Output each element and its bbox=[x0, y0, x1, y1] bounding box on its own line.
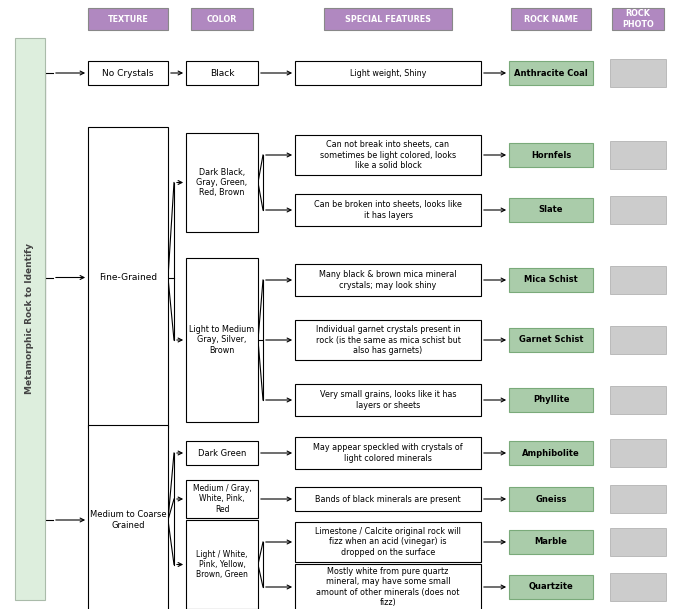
FancyBboxPatch shape bbox=[610, 266, 666, 294]
FancyBboxPatch shape bbox=[295, 384, 481, 416]
FancyBboxPatch shape bbox=[509, 575, 593, 599]
Text: Light weight, Shiny: Light weight, Shiny bbox=[350, 68, 426, 77]
FancyBboxPatch shape bbox=[295, 135, 481, 175]
FancyBboxPatch shape bbox=[186, 61, 258, 85]
FancyBboxPatch shape bbox=[509, 268, 593, 292]
Text: Quartzite: Quartzite bbox=[528, 582, 573, 591]
FancyBboxPatch shape bbox=[610, 386, 666, 414]
FancyBboxPatch shape bbox=[186, 441, 258, 465]
FancyBboxPatch shape bbox=[88, 61, 168, 85]
FancyBboxPatch shape bbox=[610, 439, 666, 467]
FancyBboxPatch shape bbox=[295, 320, 481, 360]
Text: Very small grains, looks like it has
layers or sheets: Very small grains, looks like it has lay… bbox=[320, 390, 456, 410]
Text: Can not break into sheets, can
sometimes be light colored, looks
like a solid bl: Can not break into sheets, can sometimes… bbox=[320, 140, 456, 170]
Text: Mica Schist: Mica Schist bbox=[524, 275, 578, 284]
FancyBboxPatch shape bbox=[509, 198, 593, 222]
FancyBboxPatch shape bbox=[191, 8, 253, 30]
Text: Anthracite Coal: Anthracite Coal bbox=[514, 68, 588, 77]
FancyBboxPatch shape bbox=[295, 522, 481, 562]
Text: Light to Medium
Gray, Silver,
Brown: Light to Medium Gray, Silver, Brown bbox=[189, 325, 254, 355]
Text: Mostly white from pure quartz
mineral, may have some small
amount of other miner: Mostly white from pure quartz mineral, m… bbox=[316, 567, 460, 607]
FancyBboxPatch shape bbox=[509, 388, 593, 412]
FancyBboxPatch shape bbox=[88, 425, 168, 609]
FancyBboxPatch shape bbox=[15, 38, 45, 600]
FancyBboxPatch shape bbox=[610, 59, 666, 87]
FancyBboxPatch shape bbox=[610, 141, 666, 169]
FancyBboxPatch shape bbox=[509, 328, 593, 352]
Text: TEXTURE: TEXTURE bbox=[107, 15, 148, 24]
Text: Black: Black bbox=[209, 68, 234, 77]
Text: Limestone / Calcite original rock will
fizz when an acid (vinegar) is
dropped on: Limestone / Calcite original rock will f… bbox=[315, 527, 461, 557]
Text: Fine-Grained: Fine-Grained bbox=[99, 273, 157, 282]
Text: ROCK
PHOTO: ROCK PHOTO bbox=[622, 9, 654, 29]
Text: Hornfels: Hornfels bbox=[531, 150, 571, 160]
FancyBboxPatch shape bbox=[610, 573, 666, 601]
FancyBboxPatch shape bbox=[509, 441, 593, 465]
FancyBboxPatch shape bbox=[610, 485, 666, 513]
Text: Garnet Schist: Garnet Schist bbox=[519, 336, 583, 345]
Text: SPECIAL FEATURES: SPECIAL FEATURES bbox=[345, 15, 431, 24]
FancyBboxPatch shape bbox=[186, 520, 258, 609]
FancyBboxPatch shape bbox=[88, 127, 168, 428]
Text: Bands of black minerals are present: Bands of black minerals are present bbox=[316, 495, 461, 504]
Text: Dark Black,
Gray, Green,
Red, Brown: Dark Black, Gray, Green, Red, Brown bbox=[197, 167, 248, 197]
FancyBboxPatch shape bbox=[509, 61, 593, 85]
FancyBboxPatch shape bbox=[186, 258, 258, 422]
FancyBboxPatch shape bbox=[511, 8, 591, 30]
FancyBboxPatch shape bbox=[295, 437, 481, 469]
FancyBboxPatch shape bbox=[324, 8, 452, 30]
FancyBboxPatch shape bbox=[509, 143, 593, 167]
Text: Light / White,
Pink, Yellow,
Brown, Green: Light / White, Pink, Yellow, Brown, Gree… bbox=[196, 549, 248, 579]
Text: COLOR: COLOR bbox=[207, 15, 237, 24]
Text: Metamorphic Rock to Identify: Metamorphic Rock to Identify bbox=[25, 244, 35, 395]
Text: ROCK NAME: ROCK NAME bbox=[524, 15, 578, 24]
Text: Individual garnet crystals present in
rock (is the same as mica schist but
also : Individual garnet crystals present in ro… bbox=[316, 325, 460, 355]
FancyBboxPatch shape bbox=[186, 480, 258, 518]
FancyBboxPatch shape bbox=[295, 61, 481, 85]
Text: Many black & brown mica mineral
crystals; may look shiny: Many black & brown mica mineral crystals… bbox=[319, 270, 457, 290]
FancyBboxPatch shape bbox=[295, 264, 481, 296]
FancyBboxPatch shape bbox=[612, 8, 664, 30]
Text: Dark Green: Dark Green bbox=[198, 448, 246, 457]
Text: Slate: Slate bbox=[539, 205, 563, 214]
FancyBboxPatch shape bbox=[295, 564, 481, 609]
FancyBboxPatch shape bbox=[610, 196, 666, 224]
FancyBboxPatch shape bbox=[295, 487, 481, 511]
Text: Medium / Gray,
White, Pink,
Red: Medium / Gray, White, Pink, Red bbox=[192, 484, 252, 514]
Text: May appear speckled with crystals of
light colored minerals: May appear speckled with crystals of lig… bbox=[313, 443, 463, 463]
FancyBboxPatch shape bbox=[186, 133, 258, 232]
Text: Marble: Marble bbox=[534, 538, 567, 546]
Text: Medium to Coarse
Grained: Medium to Coarse Grained bbox=[90, 510, 167, 530]
FancyBboxPatch shape bbox=[509, 487, 593, 511]
FancyBboxPatch shape bbox=[610, 326, 666, 354]
Text: Phyllite: Phyllite bbox=[532, 395, 569, 404]
Text: No Crystals: No Crystals bbox=[102, 68, 154, 77]
FancyBboxPatch shape bbox=[509, 530, 593, 554]
Text: Can be broken into sheets, looks like
it has layers: Can be broken into sheets, looks like it… bbox=[314, 200, 462, 220]
FancyBboxPatch shape bbox=[295, 194, 481, 226]
Text: Amphibolite: Amphibolite bbox=[522, 448, 580, 457]
Text: Gneiss: Gneiss bbox=[535, 495, 566, 504]
FancyBboxPatch shape bbox=[88, 8, 168, 30]
FancyBboxPatch shape bbox=[610, 528, 666, 556]
